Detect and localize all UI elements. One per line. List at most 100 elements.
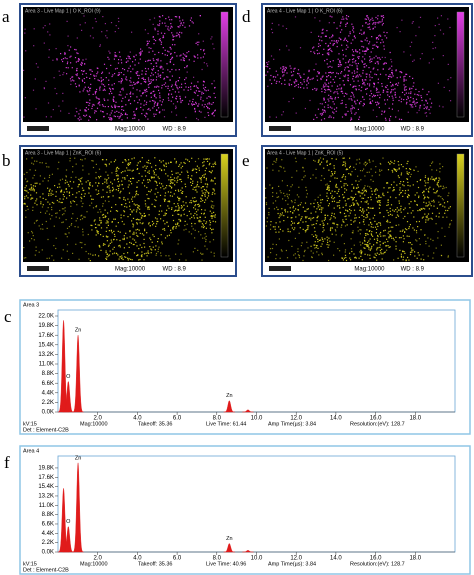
- map-pixel: [364, 240, 366, 242]
- map-pixel: [89, 253, 92, 255]
- map-pixel: [211, 103, 213, 105]
- map-pixel: [144, 228, 146, 230]
- map-pixel: [189, 100, 191, 102]
- map-pixel: [333, 43, 335, 45]
- map-pixel: [363, 103, 365, 105]
- map-pixel: [155, 199, 157, 202]
- map-pixel: [145, 60, 147, 62]
- map-pixel: [155, 86, 158, 88]
- map-pixel: [330, 227, 332, 229]
- map-pixel: [380, 251, 382, 253]
- map-pixel: [76, 52, 78, 54]
- map-pixel: [326, 63, 328, 65]
- map-pixel: [194, 189, 196, 191]
- map-pixel: [148, 79, 150, 81]
- map-pixel: [113, 252, 116, 254]
- map-pixel: [356, 71, 358, 73]
- map-pixel: [133, 243, 135, 246]
- map-pixel: [113, 246, 115, 248]
- map-pixel: [107, 56, 109, 58]
- map-pixel: [110, 64, 112, 66]
- map-pixel: [132, 177, 135, 179]
- map-pixel: [362, 221, 365, 223]
- map-pixel: [51, 215, 53, 217]
- map-pixel: [200, 98, 202, 100]
- map-pixel: [153, 113, 155, 115]
- map-pixel: [53, 77, 55, 79]
- map-pixel: [89, 102, 91, 104]
- map-pixel: [394, 169, 396, 171]
- map-pixel: [189, 218, 191, 220]
- map-pixel: [400, 208, 402, 210]
- map-pixel: [182, 191, 184, 193]
- map-pixel: [272, 243, 274, 245]
- map-pixel: [374, 189, 376, 191]
- map-pixel: [104, 85, 106, 87]
- map-pixel: [119, 184, 121, 186]
- map-pixel: [192, 22, 194, 24]
- map-pixel: [104, 89, 106, 91]
- map-pixel: [164, 223, 166, 225]
- map-pixel: [153, 94, 155, 96]
- map-pixel: [113, 230, 115, 232]
- map-pixel: [91, 229, 93, 231]
- map-pixel: [110, 119, 112, 121]
- map-pixel: [127, 198, 129, 200]
- map-pixel: [97, 71, 99, 73]
- map-pixel: [76, 37, 78, 39]
- map-pixel: [114, 54, 116, 56]
- map-pixel: [418, 91, 420, 93]
- map-pixel: [175, 160, 177, 163]
- map-pixel: [371, 100, 374, 102]
- map-pixel: [329, 97, 331, 99]
- map-pixel: [418, 109, 420, 111]
- map-pixel: [362, 242, 364, 244]
- map-pixel: [197, 158, 200, 160]
- map-pixel: [78, 77, 80, 79]
- map-pixel: [285, 66, 287, 68]
- map-pixel: [284, 69, 286, 71]
- map-pixel: [115, 101, 117, 103]
- map-pixel: [213, 215, 215, 217]
- map-pixel: [66, 236, 68, 238]
- map-pixel: [114, 31, 116, 33]
- map-pixel: [180, 181, 183, 183]
- map-pixel: [157, 104, 159, 106]
- map-pixel: [382, 157, 384, 159]
- map-pixel: [178, 165, 180, 167]
- map-pixel: [50, 194, 52, 196]
- map-pixel: [148, 179, 150, 181]
- map-pixel: [322, 86, 324, 88]
- map-pixel: [24, 198, 26, 200]
- map-pixel: [138, 248, 140, 250]
- map-pixel: [447, 79, 449, 81]
- map-pixel: [190, 82, 193, 84]
- map-pixel: [168, 29, 170, 31]
- map-pixel: [34, 160, 36, 162]
- map-pixel: [393, 162, 395, 165]
- map-pixel: [142, 77, 144, 79]
- map-pixel: [331, 158, 333, 160]
- map-pixel: [323, 229, 325, 231]
- map-pixel: [175, 227, 177, 229]
- map-pixel: [324, 60, 326, 62]
- map-pixel: [423, 201, 425, 203]
- map-pixel: [25, 257, 27, 259]
- map-pixel: [381, 56, 383, 58]
- map-pixel: [373, 86, 375, 88]
- map-pixel: [170, 23, 172, 25]
- map-pixel: [68, 195, 71, 197]
- map-pixel: [159, 38, 161, 40]
- map-pixel: [353, 96, 355, 98]
- map-pixel: [345, 169, 347, 171]
- map-pixel: [322, 224, 324, 226]
- map-pixel: [314, 230, 316, 233]
- map-pixel: [305, 186, 307, 188]
- map-pixel: [82, 202, 84, 205]
- map-pixel: [183, 58, 185, 60]
- color-bar: [220, 11, 229, 118]
- map-pixel: [369, 98, 371, 100]
- map-pixel: [201, 259, 203, 261]
- map-pixel: [173, 35, 175, 37]
- map-pixel: [359, 162, 361, 164]
